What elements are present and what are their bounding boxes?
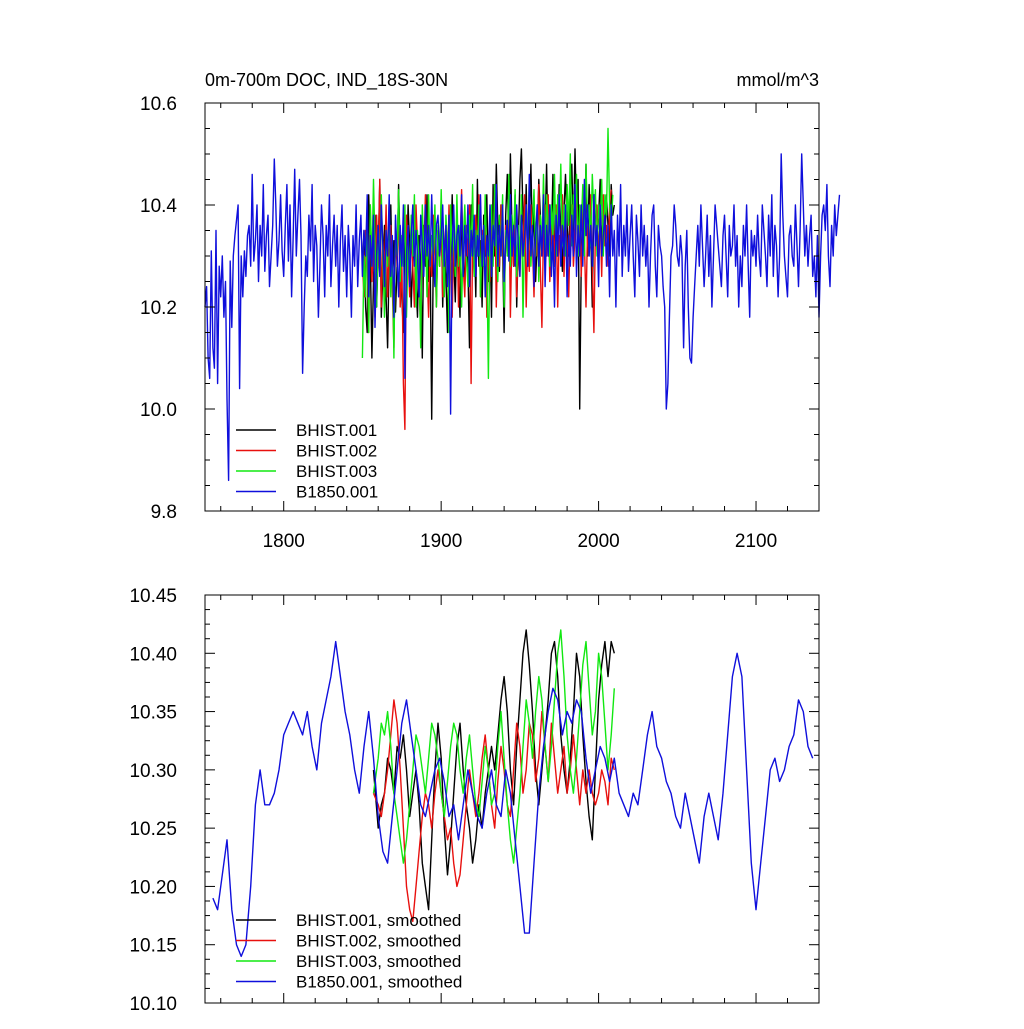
legend-label: BHIST.001	[296, 421, 377, 440]
plot-frame	[204, 594, 820, 1004]
legend-label: B1850.001, smoothed	[296, 973, 462, 992]
legend-label: BHIST.003, smoothed	[296, 952, 461, 971]
tick-layer: 10.10 10.15 10.20 10.25 10.30 10.35 10.40 10.45	[129, 586, 820, 1015]
x-tick-label: 1900	[420, 531, 462, 552]
y-tick-label: 10.10	[129, 994, 177, 1015]
panel-top-raw: 0m-700m DOC, IND_18S-30N mmol/m^3 1800 19…	[140, 70, 841, 552]
y-tick-label: 10.15	[129, 936, 177, 957]
y-tick-label: 10.6	[140, 94, 177, 115]
y-tick-label: 10.30	[129, 761, 177, 782]
y-tick-label: 10.40	[129, 644, 177, 665]
legend-label: BHIST.001, smoothed	[296, 911, 461, 930]
legend-label: BHIST.003	[296, 462, 377, 481]
legend-label: B1850.001	[296, 483, 378, 502]
plot-frame	[204, 102, 820, 512]
legend-label: BHIST.002	[296, 442, 377, 461]
series-line-bhist-001	[372, 629, 615, 911]
y-tick-label: 10.25	[129, 819, 177, 840]
tick-layer: 1800 1900 2000 2100 9.8 10.0 10.2 10.4 10.6	[140, 94, 820, 552]
legend-label: BHIST.002, smoothed	[296, 932, 461, 951]
series-line-bhist-002	[372, 699, 615, 923]
y-tick-label: 10.4	[140, 196, 177, 217]
series-layer	[212, 629, 814, 958]
x-tick-label: 1800	[263, 531, 305, 552]
x-tick-label: 2100	[735, 531, 777, 552]
legend: BHIST.001, smoothed BHIST.002, smoothedBH…	[236, 911, 462, 992]
y-tick-label: 10.20	[129, 877, 177, 898]
panel-bottom-smoothed: 10.10 10.15 10.20 10.25 10.30 10.35 10.40 10.45…	[129, 586, 820, 1015]
series-layer	[204, 127, 841, 482]
y-tick-label: 9.8	[151, 502, 177, 523]
units-label: mmol/m^3	[737, 70, 819, 90]
series-line-b1850-001	[204, 153, 841, 482]
series-line-b1850-001	[212, 640, 814, 958]
y-tick-label: 10.35	[129, 703, 177, 724]
x-tick-label: 2000	[577, 531, 619, 552]
chart-title: 0m-700m DOC, IND_18S-30N	[205, 70, 448, 91]
y-tick-label: 10.0	[140, 400, 177, 421]
y-tick-label: 10.2	[140, 298, 177, 319]
y-tick-label: 10.45	[129, 586, 177, 607]
